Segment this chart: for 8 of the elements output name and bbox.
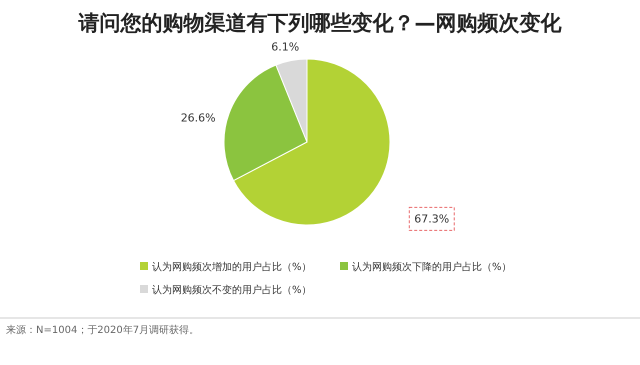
legend-label: 认为网购频次增加的用户占比（%）: [152, 261, 312, 273]
data-label: 6.1%: [271, 40, 300, 54]
chart-title: 请问您的购物渠道有下列哪些变化？—网购频次变化: [78, 11, 562, 35]
data-label: 67.3%: [414, 212, 450, 226]
source-note: 来源：N=1004；于2020年7月调研获得。: [6, 324, 200, 336]
legend-label: 认为网购频次下降的用户占比（%）: [352, 261, 512, 273]
data-label: 26.6%: [180, 112, 216, 125]
legend-label: 认为网购频次不变的用户占比（%）: [152, 284, 312, 296]
